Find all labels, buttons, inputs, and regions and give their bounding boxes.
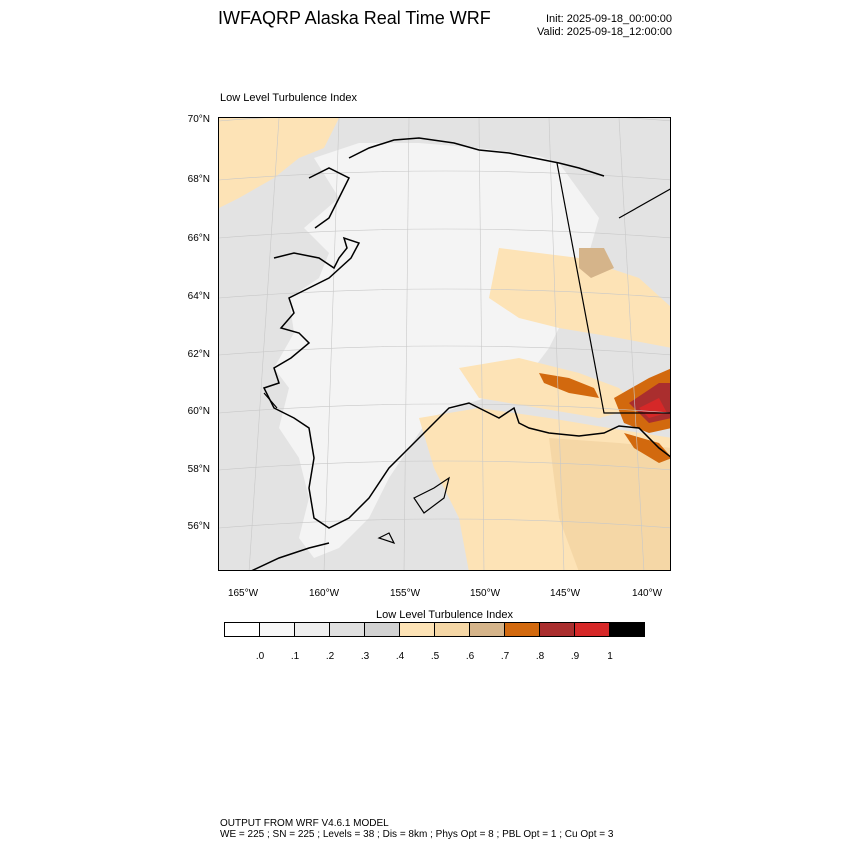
colorbar-box [399,622,435,637]
colorbar-box [294,622,330,637]
lon-label-160: 160°W [308,588,340,599]
canada-border [556,162,670,414]
alaska-interior-shading [274,143,599,558]
init-valid-times: Init: 2025-09-18_00:00:00 Valid: 2025-09… [528,13,672,39]
colorbar [224,622,645,637]
model-footer: OUTPUT FROM WRF V4.6.1 MODEL WE = 225 ; … [220,818,613,840]
colorbar-label: .8 [535,651,545,662]
turbulence-map [218,117,671,571]
colorbar-label: .6 [465,651,475,662]
graticule [219,118,670,570]
colorbar-label: .9 [570,651,580,662]
lat-label-56: 56°N [187,521,210,532]
lat-label-58: 58°N [187,464,210,475]
lat-label-66: 66°N [187,233,210,244]
map-subtitle: Low Level Turbulence Index [220,92,357,104]
init-time: Init: 2025-09-18_00:00:00 [546,13,672,25]
colorbar-box [469,622,505,637]
coastal-orange [624,433,670,463]
page-title: IWFAQRP Alaska Real Time WRF [218,8,491,28]
lat-label-70: 70°N [187,114,210,125]
colorbar-label: .7 [500,651,510,662]
colorbar-label: .4 [395,651,405,662]
colorbar-label: .2 [325,651,335,662]
colorbar-box [364,622,400,637]
colorbar-box [434,622,470,637]
footer-line-1: OUTPUT FROM WRF V4.6.1 MODEL [220,818,389,829]
islands [263,392,450,545]
lat-label-60: 60°N [187,406,210,417]
lat-label-64: 64°N [187,291,210,302]
yukon-border [618,188,670,219]
brown-patch [579,248,614,278]
colorbar-label: .1 [290,651,300,662]
alaska-coastline [251,137,670,570]
gulf-mid-patch [549,438,670,570]
colorbar-box [504,622,540,637]
map-svg [219,118,670,570]
colorbar-box [609,622,645,637]
colorbar-box [259,622,295,637]
lon-label-155: 155°W [389,588,421,599]
colorbar-box [574,622,610,637]
colorbar-box [329,622,365,637]
footer-line-2: WE = 225 ; SN = 225 ; Levels = 38 ; Dis … [220,829,614,840]
lat-label-68: 68°N [187,174,210,185]
colorbar-label: 1 [607,651,613,662]
orange-streak [539,373,599,398]
colorbar-box [224,622,260,637]
colorbar-title: Low Level Turbulence Index [376,609,513,621]
yukon-tan-patch [489,248,670,348]
arctic-tan-patch [219,118,339,208]
lon-label-150: 150°W [469,588,501,599]
lon-label-165: 165°W [227,588,259,599]
colorbar-label: .3 [360,651,370,662]
alaska-range-patch [459,358,639,418]
colorbar-label: .0 [255,651,265,662]
lat-label-62: 62°N [187,349,210,360]
colorbar-box [539,622,575,637]
lon-label-145: 145°W [549,588,581,599]
lon-label-140: 140°W [631,588,663,599]
colorbar-label: .5 [430,651,440,662]
valid-time: Valid: 2025-09-18_12:00:00 [537,26,672,38]
